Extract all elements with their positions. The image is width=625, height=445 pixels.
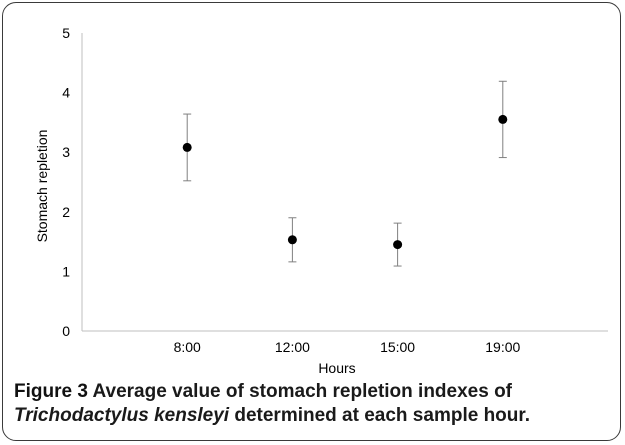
data-points (182, 114, 508, 250)
y-tick-label: 5 (62, 25, 70, 41)
data-point (498, 114, 508, 124)
x-tick-label: 8:00 (174, 339, 201, 355)
y-tick-label: 3 (62, 144, 70, 160)
y-axis-label: Stomach repletion (34, 130, 50, 243)
y-tick-label: 2 (62, 204, 70, 220)
y-tick-labels: 0 1 2 3 4 5 (62, 25, 70, 339)
x-tick-label: 12:00 (275, 339, 310, 355)
caption-text-before: Average value of stomach repletion index… (87, 381, 513, 402)
y-tick-label: 4 (62, 85, 70, 101)
data-point (182, 142, 192, 152)
x-tick-labels: 8:00 12:00 15:00 19:00 (174, 339, 521, 355)
x-tick-label: 15:00 (380, 339, 415, 355)
data-point (393, 240, 403, 250)
caption-label: Figure 3 (14, 381, 88, 402)
y-tick-label: 0 (62, 323, 70, 339)
figure-frame (2, 2, 621, 441)
y-tick-label: 1 (62, 263, 70, 279)
scatter-chart: 0 1 2 3 4 5 8:00 12:00 15:00 19:00 Hours Stomach… (34, 25, 608, 376)
error-bars (183, 80, 507, 267)
x-tick-label: 19:00 (485, 339, 520, 355)
axes (81, 33, 608, 332)
caption-species: Trichodactylus kensleyi (14, 405, 230, 426)
caption-text-after: determined at each sample hour. (229, 405, 531, 426)
figure-caption: Figure 3 Average value of stomach replet… (14, 380, 614, 428)
x-axis-label: Hours (318, 360, 355, 376)
data-point (287, 235, 297, 245)
